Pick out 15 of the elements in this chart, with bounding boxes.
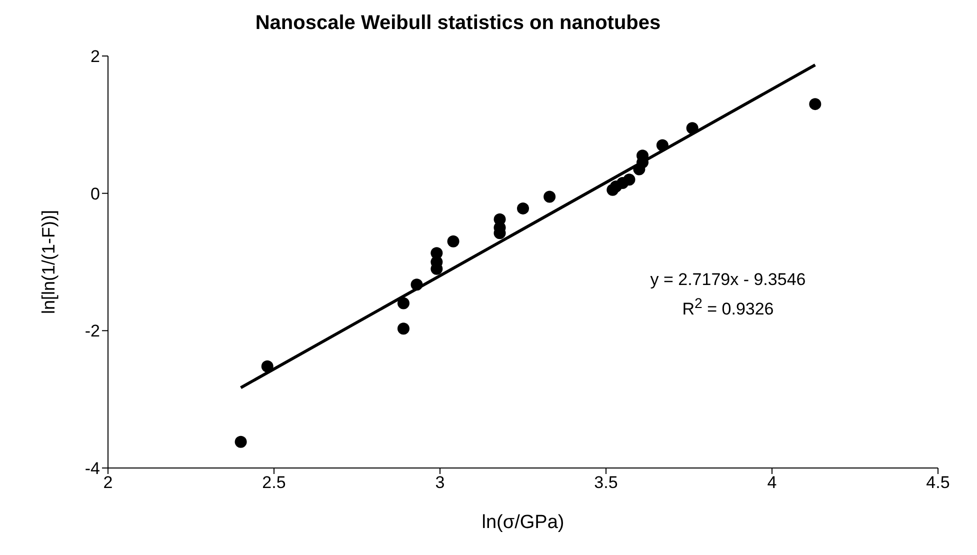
annotation: y = 2.7179x - 9.3546 (649, 269, 807, 291)
x-tick-label: 4 (767, 473, 777, 492)
x-tick-label: 3 (435, 473, 445, 492)
x-axis-title: ln(σ/GPa) (482, 512, 564, 533)
chart-title: Nanoscale Weibull statistics on nanotubes (254, 12, 662, 35)
x-tick-label: 2 (103, 473, 113, 492)
y-tick-label: 0 (90, 184, 100, 204)
x-tick-label: 2.5 (262, 473, 286, 492)
y-tick-label: -4 (84, 459, 100, 478)
x-tick-label: 4.5 (926, 473, 950, 492)
y-tick-label: -2 (84, 322, 100, 341)
x-tick-label: 3.5 (594, 473, 618, 492)
y-axis-title: ln[ln(1/(1-F))] (38, 210, 58, 314)
annotation: R$^{2}$ = 0.9326 (681, 295, 775, 321)
y-tick-label: 2 (90, 47, 100, 66)
